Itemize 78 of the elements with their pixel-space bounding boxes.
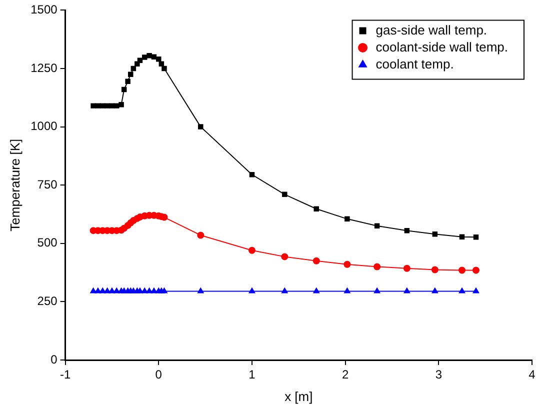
point <box>473 234 479 240</box>
point <box>459 234 465 240</box>
point <box>432 231 438 237</box>
point <box>94 288 102 294</box>
x-tick-label: 4 <box>528 368 536 382</box>
point <box>100 103 106 108</box>
point <box>95 103 101 108</box>
point <box>249 172 255 178</box>
point <box>118 102 124 108</box>
point <box>472 266 480 274</box>
point <box>197 232 204 239</box>
y-tick-label: 750 <box>37 177 58 192</box>
point <box>472 288 480 294</box>
point <box>151 54 157 60</box>
y-tick-label: 1250 <box>30 60 58 75</box>
point <box>142 54 148 60</box>
point <box>374 223 380 229</box>
point <box>128 72 134 77</box>
point <box>114 288 120 294</box>
point <box>313 288 320 294</box>
point <box>248 246 256 254</box>
point <box>314 206 320 212</box>
point <box>344 288 350 294</box>
point <box>344 260 351 268</box>
point <box>142 288 148 294</box>
x-tick-label: 2 <box>342 368 349 382</box>
y-tick-label: 1000 <box>30 119 58 134</box>
y-tick-label: 250 <box>37 294 58 308</box>
point <box>130 66 136 72</box>
point <box>248 288 256 294</box>
point <box>458 266 466 274</box>
point <box>146 288 152 294</box>
point <box>282 288 288 294</box>
point <box>458 288 466 294</box>
point <box>431 266 438 274</box>
x-tick-label: 3 <box>435 368 442 382</box>
y-tick-label: 1500 <box>30 2 58 17</box>
point <box>90 103 96 108</box>
point <box>104 103 110 108</box>
point <box>198 288 204 294</box>
point <box>281 253 288 260</box>
point <box>109 103 115 108</box>
point <box>121 86 127 92</box>
legend-label: coolant-side wall temp. <box>376 39 508 54</box>
point <box>104 288 110 294</box>
y-tick-label: 500 <box>37 236 58 250</box>
point <box>90 288 96 294</box>
x-tick-label: 1 <box>248 368 256 382</box>
legend-label: gas-side wall temp. <box>376 22 488 38</box>
y-axis-title: Temperature [K] <box>7 138 22 232</box>
point <box>344 216 350 222</box>
point <box>312 257 320 264</box>
point <box>100 288 106 294</box>
x-tick-label: -1 <box>60 368 71 382</box>
point <box>134 61 140 66</box>
point <box>374 263 381 270</box>
x-axis-title: x [m] <box>284 388 313 404</box>
point <box>150 288 158 294</box>
point <box>156 56 162 62</box>
y-tick-label: 0 <box>50 352 58 366</box>
legend-label: coolant temp. <box>376 56 454 72</box>
point <box>403 264 410 272</box>
point <box>146 53 152 58</box>
point <box>198 124 204 130</box>
point <box>432 288 438 294</box>
point <box>404 228 410 234</box>
point <box>114 103 120 108</box>
point <box>137 58 143 63</box>
point <box>282 192 288 198</box>
point <box>374 288 380 294</box>
point <box>108 288 116 294</box>
point <box>161 288 168 294</box>
point <box>136 288 144 294</box>
point <box>162 66 167 72</box>
point <box>158 61 164 66</box>
point <box>404 288 410 294</box>
point <box>125 78 130 84</box>
x-tick-label: 0 <box>155 368 162 382</box>
